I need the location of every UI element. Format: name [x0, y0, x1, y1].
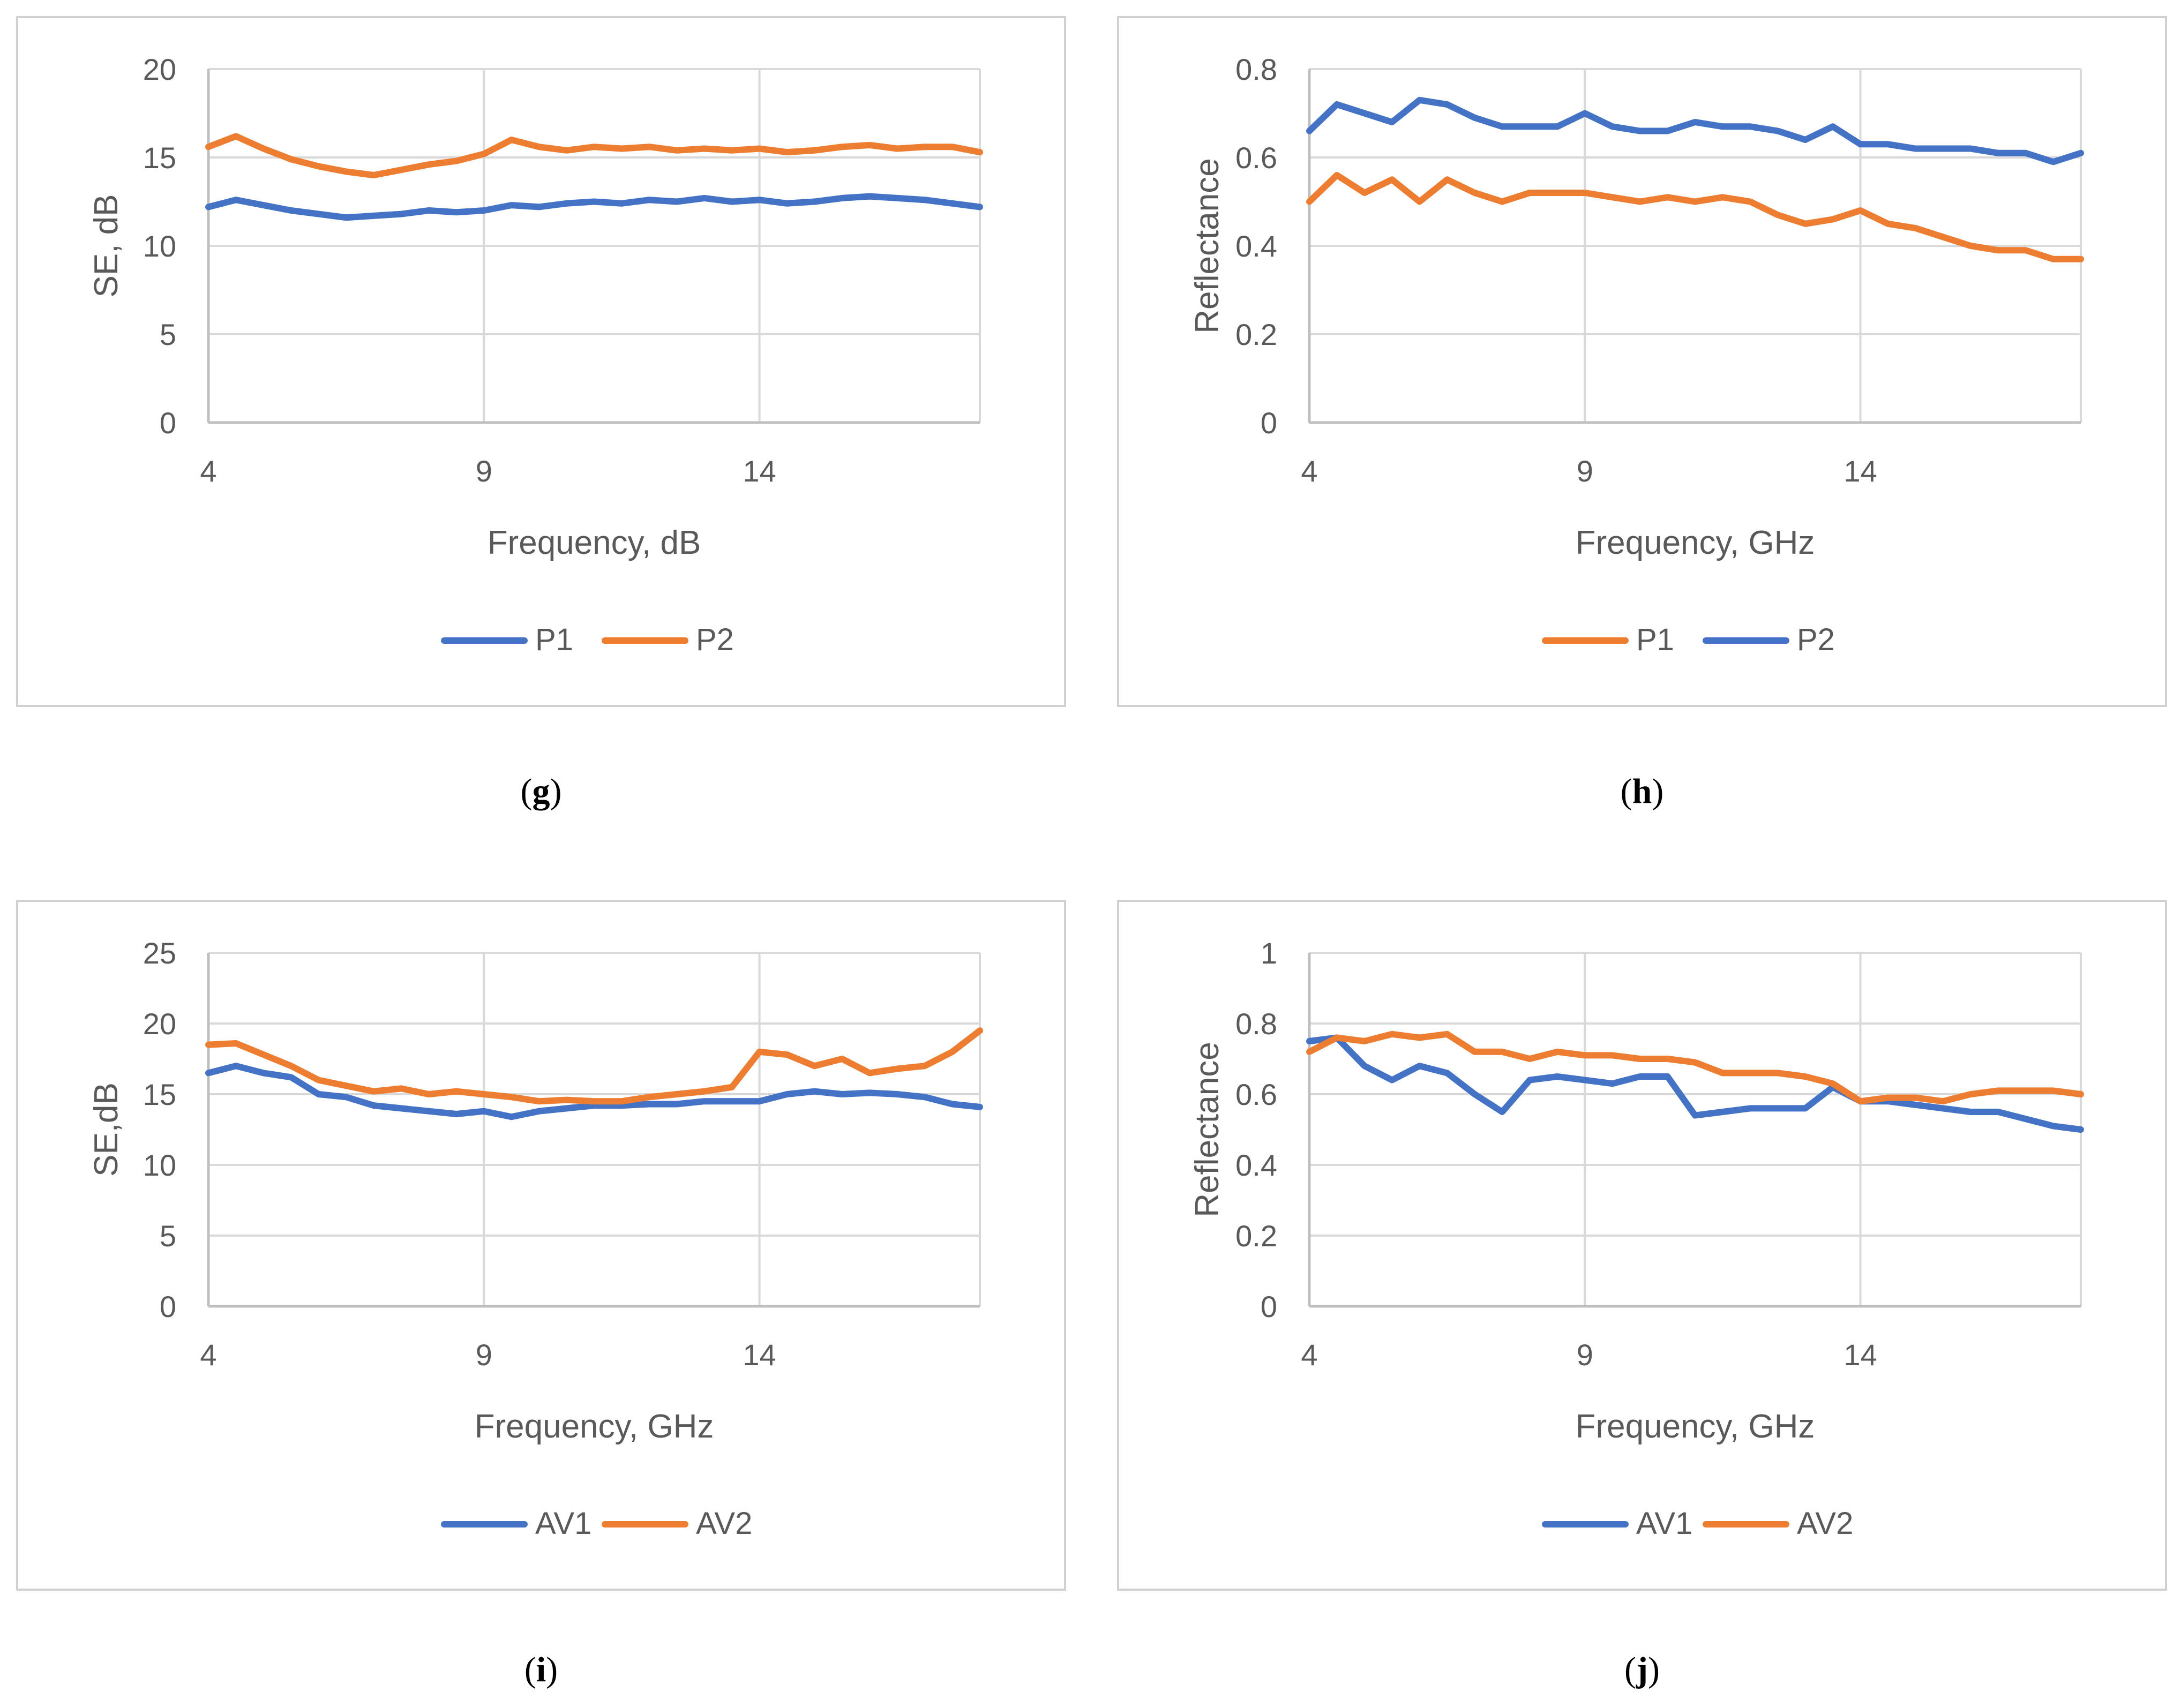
chart-i-xlabel: Frequency, GHz: [475, 1408, 714, 1445]
caption-i: (i): [524, 1650, 558, 1689]
caption-h: (h): [1620, 772, 1664, 811]
chart-i-ytick-2: 10: [143, 1148, 176, 1182]
caption-j: (j): [1624, 1650, 1660, 1689]
caption-h-letter: h: [1632, 772, 1652, 811]
chart-j-ylabel: Reflectance: [1189, 1042, 1226, 1217]
caption-g: (g): [520, 772, 562, 811]
chart-panel-h: 0 0.2 0.4 0.6 0.8 4 9 14 Frequency, GHz Reflectan…: [1117, 16, 2167, 707]
chart-h-ytick-2: 0.4: [1235, 229, 1277, 263]
chart-j-ytick-3: 0.6: [1235, 1078, 1277, 1111]
chart-j-series-av2: [1306, 1030, 2084, 1105]
chart-j-xtick-2: 14: [1843, 1338, 1877, 1372]
chart-j-ytick-0: 0: [1261, 1290, 1277, 1323]
caption-g-letter: g: [532, 772, 550, 811]
chart-i-xtick-2: 14: [743, 1338, 776, 1372]
chart-g-series-p1: [205, 193, 983, 221]
chart-j-ytick-2: 0.4: [1235, 1148, 1277, 1182]
chart-g-xtick-2: 14: [743, 454, 776, 488]
chart-g-svg: 0 5 10 15 20 4 9 14 Frequency, dB SE, dB P1 P2: [88, 52, 983, 657]
chart-i-legend-label-0: AV1: [535, 1506, 591, 1541]
chart-j-ytick-5: 1: [1261, 936, 1277, 970]
chart-i-ytick-5: 25: [143, 936, 176, 970]
chart-g-series-p2: [205, 133, 983, 178]
chart-h-ytick-4: 0.8: [1235, 52, 1277, 86]
chart-i-ytick-4: 20: [143, 1007, 176, 1041]
chart-h-legend-label-0: P1: [1636, 622, 1674, 657]
chart-j-legend-label-0: AV1: [1636, 1506, 1692, 1541]
chart-panel-i: 0 5 10 15 20 25 4 9 14 Frequency, GHz SE,dB AV1 AV2: [16, 900, 1066, 1591]
chart-h-ytick-0: 0: [1261, 406, 1277, 440]
chart-h-ytick-1: 0.2: [1235, 318, 1277, 351]
chart-i-ylabel: SE,dB: [88, 1082, 125, 1177]
chart-g-ytick-3: 15: [143, 141, 176, 175]
chart-g-ytick-2: 10: [143, 229, 176, 263]
chart-j-xtick-0: 4: [1301, 1338, 1317, 1372]
chart-g-xlabel: Frequency, dB: [488, 524, 701, 561]
chart-g-ytick-0: 0: [160, 406, 176, 440]
chart-h-xtick-2: 14: [1843, 454, 1877, 488]
chart-g-legend-label-1: P2: [696, 622, 734, 657]
chart-j-xlabel: Frequency, GHz: [1576, 1408, 1815, 1445]
chart-i-series-av2: [205, 1027, 983, 1105]
chart-i-series-av1: [205, 1063, 983, 1120]
chart-g-xtick-0: 4: [200, 454, 216, 488]
chart-g-xtick-1: 9: [476, 454, 492, 488]
caption-j-letter: j: [1636, 1650, 1648, 1689]
chart-g-ytick-1: 5: [160, 318, 176, 351]
chart-i-xtick-0: 4: [200, 1338, 216, 1372]
chart-j-ytick-1: 0.2: [1235, 1219, 1277, 1253]
chart-j-series-av1: [1306, 1034, 2084, 1133]
chart-i-legend-label-1: AV2: [696, 1506, 752, 1541]
chart-h-xlabel: Frequency, GHz: [1576, 524, 1815, 561]
chart-g-legend-label-0: P1: [535, 622, 573, 657]
chart-h-ytick-3: 0.6: [1235, 141, 1277, 175]
caption-i-letter: i: [536, 1650, 546, 1689]
chart-i-ytick-1: 5: [160, 1219, 176, 1253]
chart-h-xtick-0: 4: [1301, 454, 1317, 488]
chart-i-ytick-0: 0: [160, 1290, 176, 1323]
chart-panel-j: 0 0.2 0.4 0.6 0.8 1 4 9 14 Frequency, GHz Reflecta…: [1117, 900, 2167, 1591]
chart-g-ytick-4: 20: [143, 52, 176, 86]
chart-h-xtick-1: 9: [1577, 454, 1593, 488]
chart-g-ylabel: SE, dB: [88, 194, 125, 298]
chart-i-xtick-1: 9: [476, 1338, 492, 1372]
chart-h-svg: 0 0.2 0.4 0.6 0.8 4 9 14 Frequency, GHz Reflectan…: [1189, 52, 2084, 657]
chart-h-legend-label-1: P2: [1797, 622, 1835, 657]
chart-j-xtick-1: 9: [1577, 1338, 1593, 1372]
chart-i-svg: 0 5 10 15 20 25 4 9 14 Frequency, GHz SE,dB AV1 AV2: [88, 936, 983, 1541]
chart-panel-g: 0 5 10 15 20 4 9 14 Frequency, dB SE, dB P1 P2: [16, 16, 1066, 707]
chart-i-ytick-3: 15: [143, 1078, 176, 1111]
chart-h-series-p2: [1306, 96, 2084, 165]
chart-j-legend-label-1: AV2: [1797, 1506, 1853, 1541]
chart-h-ylabel: Reflectance: [1189, 158, 1226, 333]
chart-h-series-p1: [1306, 172, 2084, 262]
chart-j-ytick-4: 0.8: [1235, 1007, 1277, 1041]
